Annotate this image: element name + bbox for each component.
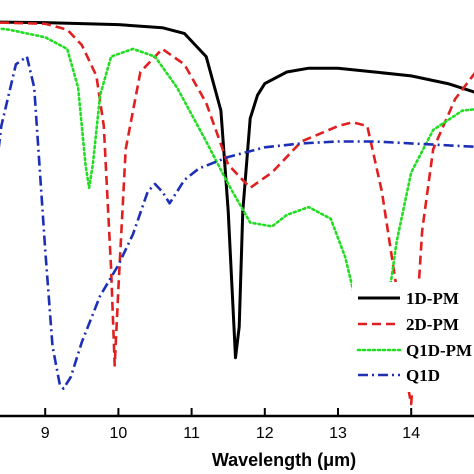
legend-label: 1D-PM (406, 289, 459, 308)
x-tick-label: 11 (183, 425, 200, 442)
legend-label: Q1D-PM (406, 341, 472, 360)
x-tick-label: 12 (256, 425, 274, 442)
series-line-1 (0, 21, 474, 406)
x-tick-label: 10 (110, 425, 128, 442)
x-tick-label: 9 (41, 425, 50, 442)
x-axis-title: Wavelength (μm) (212, 450, 356, 470)
legend-label: 2D-PM (406, 315, 459, 334)
series-line-0 (0, 20, 474, 360)
series-line-2 (0, 27, 474, 360)
x-tick-label: 13 (329, 425, 347, 442)
x-tick-label: 14 (402, 425, 420, 442)
series-line-3 (0, 55, 474, 390)
legend-label: Q1D (406, 366, 440, 385)
legend-box (352, 282, 474, 392)
